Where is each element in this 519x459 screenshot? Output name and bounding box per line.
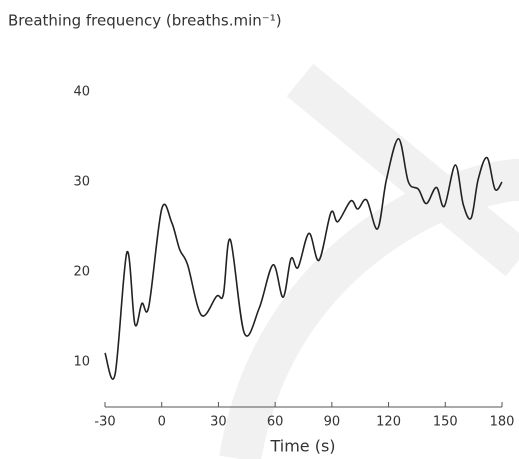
x-tick-label: 180 (490, 415, 515, 430)
x-axis-label: Time (s) (269, 437, 335, 456)
x-tick-label: 60 (267, 415, 284, 430)
x-tick-label: -30 (94, 415, 115, 430)
y-tick-label: 30 (73, 175, 90, 190)
x-tick-label: 30 (210, 415, 227, 430)
y-tick-label: 10 (73, 355, 90, 370)
x-tick-label: 90 (324, 415, 341, 430)
y-tick-label: 40 (73, 85, 90, 100)
y-tick-label: 20 (73, 265, 90, 280)
watermark (219, 63, 519, 459)
x-tick-label: 150 (433, 415, 458, 430)
chart-title: Breathing frequency (breaths.min⁻¹) (8, 12, 282, 30)
watermark-stroke (286, 63, 519, 277)
x-tick-label: 0 (158, 415, 166, 430)
x-tick-label: 120 (376, 415, 401, 430)
data-line (104, 137, 503, 380)
